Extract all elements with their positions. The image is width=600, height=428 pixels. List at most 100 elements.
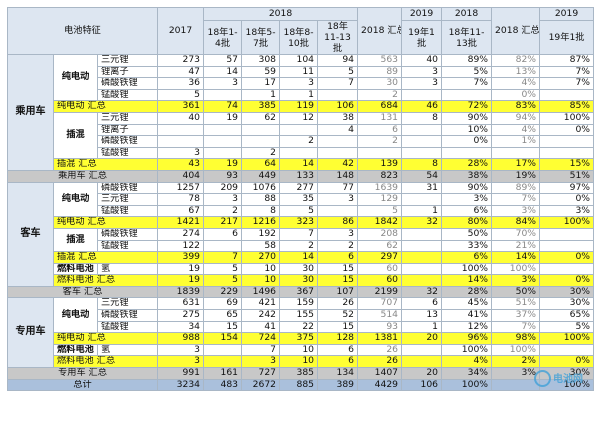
table-cell: 2 [279, 135, 319, 148]
table-cell [539, 343, 595, 357]
table-cell: 58 [241, 239, 281, 253]
sub-fcv-bus: 燃料电池 [53, 262, 98, 276]
table-cell: 0% [539, 251, 595, 264]
table-cell: 1381 [357, 332, 403, 345]
table-cell: 4 [317, 123, 359, 137]
table-cell: 270 [241, 251, 281, 264]
table-cell: 2 [317, 239, 359, 253]
table-cell: 242 [241, 309, 281, 322]
table-cell [401, 274, 443, 287]
row-label: 燃料电池 汇总 [52, 274, 159, 287]
table-cell: 273 [157, 54, 205, 67]
table-cell [317, 204, 359, 218]
table-cell: 3 [401, 65, 443, 79]
battery-type: 磷酸铁锂 [96, 135, 159, 148]
table-cell: 69 [203, 297, 243, 311]
table-cell: 7% [491, 193, 541, 206]
table-cell [203, 355, 243, 369]
table-row: 燃料电池氢 3 7 10 6 26 100% 100% [8, 343, 595, 357]
table-cell [203, 123, 243, 137]
table-cell: 1257 [157, 181, 205, 195]
table-row: 锰酸锂 67 2 8 5 5 1 6% 3% 3% [8, 204, 595, 218]
table-cell: 3 [157, 343, 205, 357]
table-cell: 6 [203, 227, 243, 241]
table-cell: 563 [357, 54, 403, 67]
battery-type: 氢 [96, 343, 159, 357]
table-cell: 5 [357, 204, 403, 218]
table-cell: 14% [491, 251, 541, 264]
battery-type: 锰酸锂 [96, 88, 159, 102]
table-cell: 30 [279, 262, 319, 276]
row-label: 纯电动 汇总 [52, 216, 159, 229]
table-cell: 34% [441, 367, 493, 380]
table-row: 纯电动 汇总 1421 217 1216 323 86 1842 32 80% 84% 100% [8, 216, 595, 229]
table-cell: 52 [317, 309, 359, 322]
table-cell: 631 [157, 297, 205, 311]
table-cell: 80% [441, 216, 493, 229]
header-batch-4: 18年11-13批 [317, 20, 359, 55]
table-cell: 89 [357, 65, 403, 79]
row-label: 纯电动 汇总 [52, 332, 159, 345]
table-cell [539, 239, 595, 253]
table-row: 专用车 纯电动 三元锂 631 69 421 159 26 707 6 45% 51% 30% [7, 297, 595, 369]
table-cell: 51% [539, 169, 595, 183]
battery-type: 锰酸锂 [96, 320, 159, 334]
table-cell: 3% [491, 274, 541, 287]
table-cell: 133 [279, 169, 319, 183]
table-cell: 991 [157, 367, 205, 380]
table-cell: 323 [279, 216, 319, 229]
table-cell: 3234 [157, 378, 205, 392]
row-label: 总计 [6, 378, 159, 392]
table-row: 锂离子 4 6 10% 4% 0% [8, 123, 595, 137]
table-cell: 32 [401, 285, 443, 299]
table-cell: 7 [279, 227, 319, 241]
table-row: 客车 汇总 1839 229 1496 367 107 2199 32 28% 50% 30% [6, 285, 595, 299]
table-cell: 106 [317, 100, 359, 113]
table-cell: 15 [203, 320, 243, 334]
table-cell: 60 [357, 274, 403, 287]
table-cell: 36 [157, 77, 205, 90]
table-cell: 724 [241, 332, 281, 345]
table-cell: 94 [317, 54, 359, 67]
table-cell: 100% [441, 378, 493, 392]
table-cell: 83% [491, 100, 541, 113]
battery-table: 电池特征 2017 2018 2018 汇总 2019 2018 2018 汇总… [6, 7, 595, 392]
table-cell: 14 [279, 158, 319, 171]
battery-type: 锰酸锂 [96, 239, 159, 253]
table-cell: 4429 [357, 378, 403, 392]
table-row: 专用车 汇总 991 161 727 385 134 1407 20 34% 3% 30% [6, 367, 595, 380]
table-cell: 3% [491, 367, 541, 380]
table-cell [317, 146, 359, 160]
table-cell: 8 [401, 111, 443, 125]
table-cell: 129 [357, 193, 403, 206]
table-cell: 38% [441, 169, 493, 183]
table-cell: 6 [401, 297, 443, 311]
table-cell: 1421 [157, 216, 205, 229]
table-cell: 64 [241, 158, 281, 171]
table-cell: 100% [441, 343, 493, 357]
table-cell: 15 [317, 320, 359, 334]
table-cell: 100% [539, 332, 595, 345]
table-cell: 3 [279, 77, 319, 90]
table-cell: 5 [317, 65, 359, 79]
table-cell: 2 [241, 146, 281, 160]
table-cell: 62 [357, 239, 403, 253]
table-cell: 514 [357, 309, 403, 322]
table-cell: 483 [203, 378, 243, 392]
table-cell: 7% [539, 65, 595, 79]
table-cell [441, 146, 493, 160]
table-cell: 77 [317, 181, 359, 195]
table-cell: 209 [203, 181, 243, 195]
table-cell: 60 [357, 262, 403, 276]
table-cell: 0% [441, 135, 493, 148]
table-cell: 100% [491, 262, 541, 276]
table-cell: 7 [203, 251, 243, 264]
table-cell: 50% [441, 227, 493, 241]
table-row: 插混 汇总 399 7 270 14 6 297 6% 14% 0% [8, 251, 595, 264]
table-cell: 7 [241, 343, 281, 357]
sub-phev-bus: 插混 [53, 227, 98, 253]
header-2019: 2019 [401, 7, 443, 21]
table-cell [279, 146, 319, 160]
table-cell: 277 [279, 181, 319, 195]
table-cell [491, 146, 541, 160]
